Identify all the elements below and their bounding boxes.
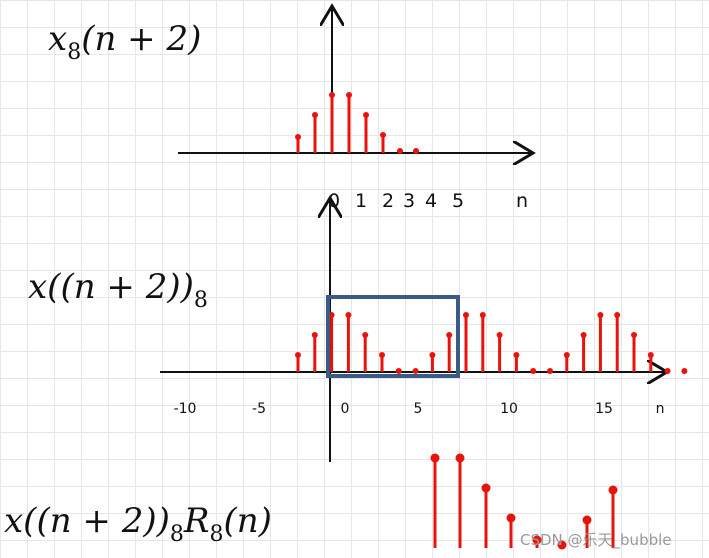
stem-dot: [513, 352, 520, 358]
watermark: CSDN @乐天_bubble: [520, 531, 672, 550]
axis-label: 4: [425, 190, 437, 212]
stem-dot: [395, 368, 402, 374]
stem-dot: [430, 453, 440, 463]
axis-label: n: [516, 190, 528, 212]
panel-label: x8(n + 2): [48, 19, 201, 65]
stem-dot: [582, 515, 592, 525]
stem-dot: [345, 312, 352, 318]
stem-dot: [346, 92, 352, 98]
stem-dot: [530, 368, 537, 374]
stem-dot: [446, 332, 453, 338]
panel-label: x((n + 2))8: [28, 267, 208, 313]
stem-dot: [631, 332, 637, 338]
stem-dot: [496, 332, 503, 338]
axis-label: 5: [452, 190, 464, 212]
axis-label: 1: [355, 190, 367, 212]
stems: [295, 92, 419, 154]
stem-dot: [328, 312, 335, 318]
stem-dot: [647, 352, 654, 358]
stem-dot: [413, 148, 419, 154]
axis-label: 10: [500, 401, 518, 417]
axis-label: n: [656, 401, 665, 417]
stem-dot: [429, 352, 436, 358]
stem-dot: [597, 312, 604, 318]
stem-dot: [608, 485, 618, 495]
stem-dot: [311, 332, 318, 338]
axis-label: 5: [414, 401, 423, 417]
panel-label: x((n + 2))8R8(n): [4, 501, 272, 547]
stems: [295, 312, 688, 374]
axis-label: 2: [382, 190, 394, 212]
axis-label: -10: [174, 401, 197, 417]
stem-dot: [312, 112, 318, 118]
stems: [430, 453, 618, 550]
stem-dot: [363, 112, 369, 118]
stem-dot: [380, 132, 386, 138]
axis-label: -5: [252, 401, 266, 417]
stem-dot: [681, 368, 688, 374]
stem-dot: [563, 352, 570, 358]
stem-dot: [547, 368, 553, 374]
stem-dot: [506, 513, 516, 523]
stem-dot: [614, 312, 621, 318]
stem-dot: [329, 92, 335, 98]
stem-dot: [295, 134, 301, 140]
stem-dot: [412, 368, 419, 374]
stem-dot: [379, 352, 385, 358]
stem-dot: [664, 368, 671, 374]
stem-dot: [362, 332, 369, 338]
axis-label: 0: [341, 401, 350, 417]
axis-label: 3: [403, 190, 415, 212]
stem-dot: [455, 453, 465, 463]
axis-label: 15: [595, 401, 613, 417]
stem-dot: [481, 483, 491, 493]
stem-dot: [580, 332, 587, 338]
window-box: [326, 295, 460, 378]
stem-dot: [397, 148, 403, 154]
stem-dot: [295, 352, 301, 358]
stem-dot: [557, 540, 567, 550]
stem-dot: [479, 312, 486, 318]
stem-dot: [463, 312, 469, 318]
stem-dot: [532, 535, 542, 545]
